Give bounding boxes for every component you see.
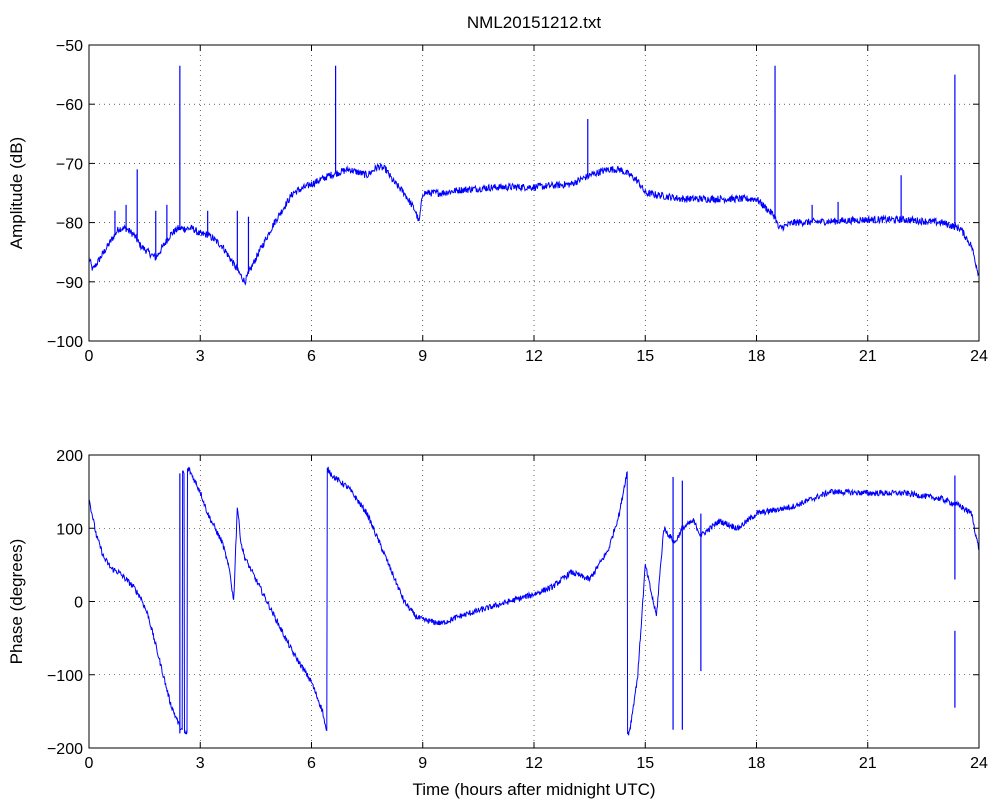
x-tick-label: 24 — [970, 348, 988, 365]
x-tick-label: 0 — [85, 755, 94, 772]
amplitude-panel: 0 3 6 9 12 15 18 21 24 −100 −90 −80 −70 −60 −50 Amplitu… — [7, 38, 988, 365]
x-tick-label: 18 — [748, 755, 766, 772]
y-tick-label: −100 — [47, 668, 83, 685]
y-tick-label: −80 — [56, 216, 83, 233]
y-tick-label: −90 — [56, 275, 83, 292]
x-tick-label: 15 — [636, 348, 654, 365]
x-tick-label: 21 — [859, 348, 877, 365]
x-axis-label: Time (hours after midnight UTC) — [412, 780, 655, 799]
y-axis-label: Phase (degrees) — [7, 539, 26, 665]
data-line — [88, 466, 980, 736]
y-tick-label: 0 — [74, 595, 83, 612]
x-tick-label: 15 — [636, 755, 654, 772]
x-tick-label: 3 — [196, 348, 205, 365]
y-tick-label: 100 — [56, 521, 83, 538]
x-tick-label: 24 — [970, 755, 988, 772]
x-tick-label: 9 — [418, 348, 427, 365]
y-tick-label: −70 — [56, 156, 83, 173]
x-tick-label: 18 — [748, 348, 766, 365]
data-line — [88, 162, 980, 286]
x-tick-label: 3 — [196, 755, 205, 772]
y-tick-label: 200 — [56, 448, 83, 465]
y-tick-label: −60 — [56, 97, 83, 114]
y-tick-label: −50 — [56, 38, 83, 55]
x-tick-label: 6 — [307, 348, 316, 365]
phase-panel: 0 3 6 9 12 15 18 21 24 −200 −100 0 100 200 Phase (degr… — [7, 448, 988, 799]
y-axis-label: Amplitude (dB) — [7, 137, 26, 249]
x-tick-label: 9 — [418, 755, 427, 772]
x-tick-label: 21 — [859, 755, 877, 772]
x-tick-label: 6 — [307, 755, 316, 772]
y-tick-label: −100 — [47, 334, 83, 351]
x-tick-label: 0 — [85, 348, 94, 365]
y-tick-label: −200 — [47, 741, 83, 758]
chart-title: NML20151212.txt — [467, 13, 601, 32]
x-tick-label: 12 — [525, 755, 543, 772]
x-tick-label: 12 — [525, 348, 543, 365]
